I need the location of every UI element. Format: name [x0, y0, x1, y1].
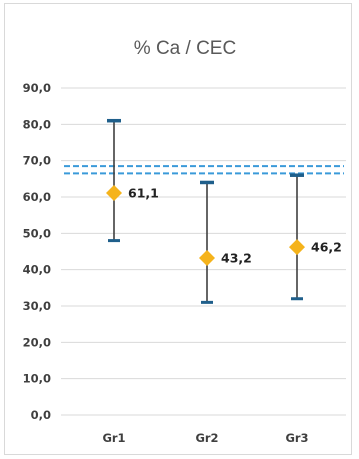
- y-axis-ticks: 0,0 10,0 20,0 30,0 40,0 50,0 60,0 70,0 80,0 90,0: [23, 81, 51, 422]
- chart-title: % Ca / CEC: [134, 38, 236, 59]
- data-label-Gr1: 61,1: [128, 186, 159, 201]
- y-tick-label: 90,0: [23, 81, 51, 95]
- x-category-label: Gr3: [285, 431, 308, 445]
- y-tick-label: 30,0: [23, 299, 51, 313]
- y-tick-label: 20,0: [23, 335, 51, 349]
- x-axis-categories: Gr1 Gr2 Gr3: [102, 431, 308, 445]
- x-category-label: Gr1: [102, 431, 125, 445]
- y-tick-label: 40,0: [23, 263, 51, 277]
- data-label-Gr3: 46,2: [311, 240, 342, 255]
- y-tick-label: 60,0: [23, 190, 51, 204]
- x-category-label: Gr2: [195, 431, 218, 445]
- y-tick-label: 10,0: [23, 372, 51, 386]
- data-point-Gr2: [199, 250, 215, 267]
- y-tick-label: 0,0: [31, 408, 51, 422]
- data-labels: 61,1 43,2 46,2: [128, 186, 342, 266]
- chart-frame: [4, 3, 352, 455]
- data-label-Gr2: 43,2: [221, 251, 252, 266]
- data-points: [106, 185, 305, 267]
- y-tick-label: 50,0: [23, 226, 51, 240]
- y-tick-label: 80,0: [23, 117, 51, 131]
- data-point-Gr3: [289, 239, 305, 256]
- data-point-Gr1: [106, 185, 122, 202]
- error-bars: [107, 118, 304, 304]
- reference-band: [64, 165, 344, 175]
- gridlines: [61, 87, 346, 416]
- y-tick-label: 70,0: [23, 154, 51, 168]
